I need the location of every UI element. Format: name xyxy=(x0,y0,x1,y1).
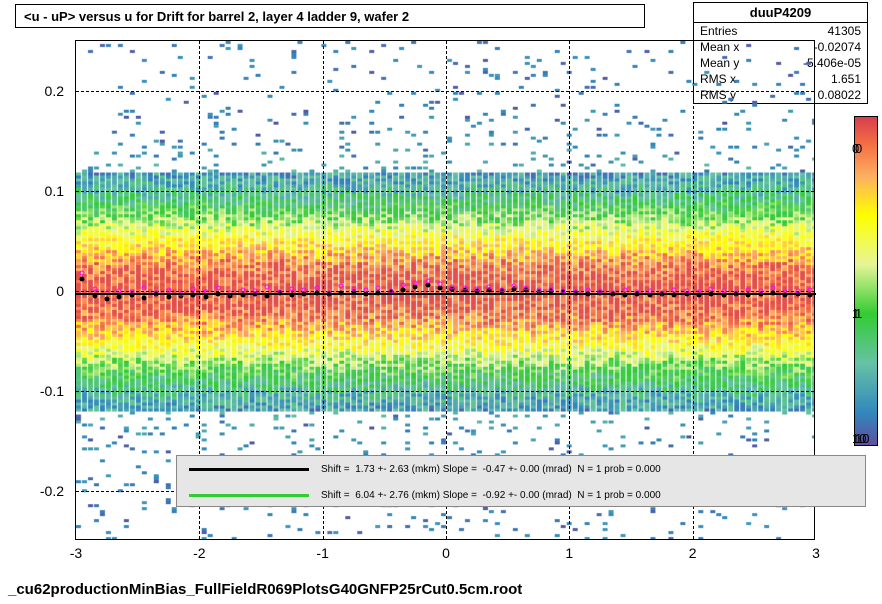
rmsx-value: 1.651 xyxy=(831,72,861,86)
profile-point-pink xyxy=(302,288,307,293)
colorbar-label: 10 xyxy=(855,431,869,446)
profile-point-pink xyxy=(499,288,504,293)
profile-point-pink xyxy=(450,285,455,290)
entries-value: 41305 xyxy=(828,24,861,38)
legend-box: Shift = 1.73 +- 2.63 (mkm) Slope = -0.47… xyxy=(176,455,866,507)
colorbar xyxy=(854,116,878,446)
profile-point-black xyxy=(141,296,146,301)
profile-point-pink xyxy=(746,288,751,293)
profile-point-black xyxy=(117,295,122,300)
title-text: <u - uP> versus u for Drift for barrel 2… xyxy=(24,9,409,24)
entries-label: Entries xyxy=(700,24,737,38)
profile-point-black xyxy=(400,288,405,293)
legend-row-1: Shift = 6.04 +- 2.76 (mkm) Slope = -0.92… xyxy=(177,482,865,508)
profile-point-pink xyxy=(265,285,270,290)
legend-extra-0: N = 1 prob = 0.000 xyxy=(577,464,660,475)
profile-point-black xyxy=(104,297,109,302)
profile-point-pink xyxy=(474,287,479,292)
legend-swatch-0 xyxy=(189,468,309,471)
profile-point-pink xyxy=(141,286,146,291)
profile-point-pink xyxy=(400,283,405,288)
profile-point-pink xyxy=(770,286,775,291)
x-tick-label: -1 xyxy=(316,545,328,561)
colorbar-label: 1 xyxy=(855,306,862,321)
profile-point-pink xyxy=(351,287,356,292)
legend-slope-label-1: Slope = xyxy=(443,490,477,501)
stats-name: duuP4209 xyxy=(694,3,867,23)
profile-point-pink xyxy=(376,286,381,291)
profile-point-pink xyxy=(807,288,812,293)
profile-point-pink xyxy=(536,288,541,293)
profile-point-pink xyxy=(240,288,245,293)
x-tick-label: 1 xyxy=(565,545,573,561)
chart-title: <u - uP> versus u for Drift for barrel 2… xyxy=(15,4,645,28)
profile-point-pink xyxy=(413,281,418,286)
legend-shift-1: 6.04 +- 2.76 (mkm) xyxy=(355,490,440,501)
profile-point-pink xyxy=(487,285,492,290)
profile-point-pink xyxy=(622,288,627,293)
profile-point-pink xyxy=(191,287,196,292)
profile-point-pink xyxy=(314,286,319,291)
x-tick-label: -2 xyxy=(193,545,205,561)
y-tick-label: 0 xyxy=(56,283,64,299)
x-tick-label: 3 xyxy=(812,545,820,561)
y-tick-label: 0.2 xyxy=(45,83,64,99)
legend-shift-label-0: Shift = xyxy=(321,464,350,475)
profile-point-pink xyxy=(709,287,714,292)
legend-shift-label-1: Shift = xyxy=(321,490,350,501)
legend-shift-0: 1.73 +- 2.63 (mkm) xyxy=(355,464,440,475)
meanx-value: -0.02074 xyxy=(814,40,861,54)
profile-point-pink xyxy=(363,288,368,293)
legend-swatch-1 xyxy=(189,494,309,497)
profile-point-pink xyxy=(548,287,553,292)
x-tick-label: -3 xyxy=(70,545,82,561)
profile-point-pink xyxy=(215,286,220,291)
x-tick-label: 0 xyxy=(442,545,450,561)
legend-extra-1: N = 1 prob = 0.000 xyxy=(577,490,660,501)
colorbar-label: 0 xyxy=(855,141,862,156)
profile-point-pink xyxy=(289,287,294,292)
x-tick-label: 2 xyxy=(689,545,697,561)
profile-point-pink xyxy=(672,288,677,293)
legend-row-0: Shift = 1.73 +- 2.63 (mkm) Slope = -0.47… xyxy=(177,456,865,482)
legend-slope-0: -0.47 +- 0.00 (mrad) xyxy=(483,464,572,475)
file-label: _cu62productionMinBias_FullFieldR069Plot… xyxy=(8,581,522,598)
legend-slope-1: -0.92 +- 0.00 (mrad) xyxy=(483,490,572,501)
profile-point-pink xyxy=(92,287,97,292)
profile-point-pink xyxy=(425,279,430,284)
profile-point-pink xyxy=(511,284,516,289)
plot-area: -3-2-10123 -0.2-0.100.10.2 Shift = 1.73 … xyxy=(75,40,815,540)
profile-point-pink xyxy=(585,288,590,293)
profile-point-black xyxy=(203,295,208,300)
y-tick-label: 0.1 xyxy=(45,183,64,199)
stats-entries: Entries 41305 xyxy=(694,23,867,39)
rmsy-value: 0.08022 xyxy=(818,88,861,102)
profile-point-pink xyxy=(437,282,442,287)
y-tick-label: -0.2 xyxy=(40,483,64,499)
profile-point-pink xyxy=(462,286,467,291)
profile-point-pink xyxy=(524,286,529,291)
profile-point-pink xyxy=(166,288,171,293)
profile-point-pink xyxy=(80,271,85,276)
profile-point-pink xyxy=(339,284,344,289)
legend-slope-label-0: Slope = xyxy=(443,464,477,475)
profile-point-black xyxy=(80,277,85,282)
y-tick-label: -0.1 xyxy=(40,383,64,399)
profile-point-black xyxy=(166,295,171,300)
